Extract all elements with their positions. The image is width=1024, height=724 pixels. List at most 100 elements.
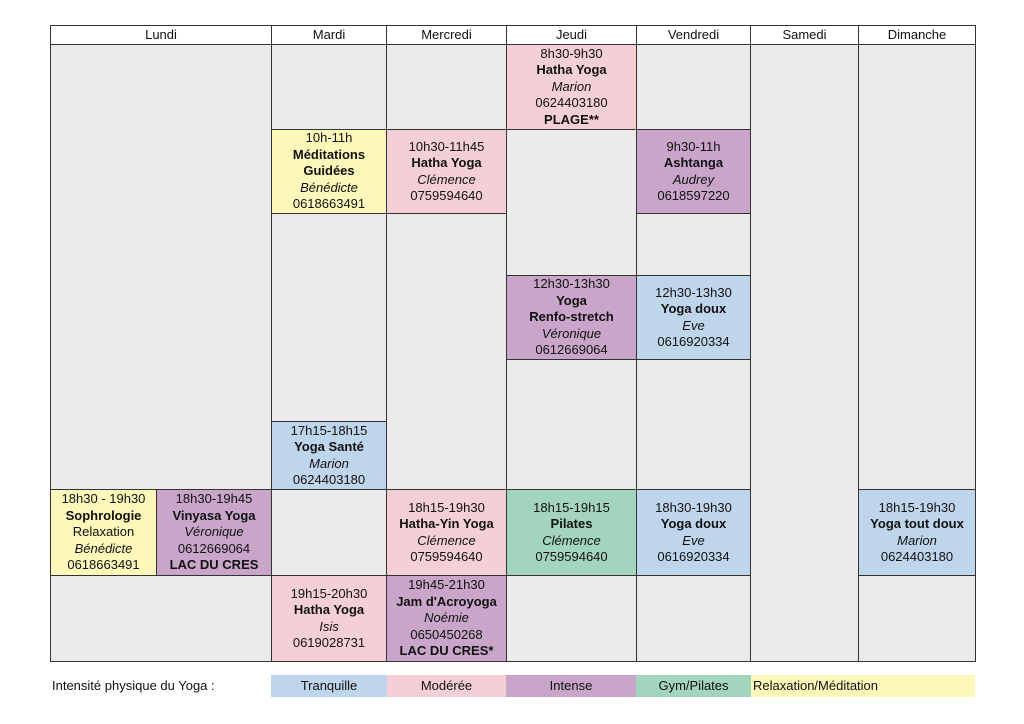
course-ven-1: 9h30-11h Ashtanga Audrey 0618597220 [636,129,751,214]
course-line: 18h15-19h30 [878,499,956,515]
empty-slot [271,44,387,130]
course-line: 18h30 - 19h30 [61,491,146,507]
course-line: 17h15-18h15 [290,422,368,438]
course-line: Clémence [417,171,476,187]
course-line: Bénédicte [300,179,358,195]
course-line: 19h45-21h30 [408,577,485,593]
course-line: Yoga Santé [294,439,364,454]
course-mer-3: 19h45-21h30 Jam d'Acroyoga Noémie 065045026… [386,575,507,662]
course-line: Sophrologie [65,507,142,523]
course-ven-2: 12h30-13h30 Yoga doux Eve 0616920334 [636,275,751,360]
course-mer-1: 10h30-11h45 Hatha Yoga Clémence 0759594640 [386,129,507,214]
course-line: PLAGE** [544,111,599,127]
legend-tranquille: Tranquille [271,675,387,697]
day-header-mercredi: Mercredi [386,25,507,45]
course-line: Jam d'Acroyoga [396,593,497,609]
course-line: Méditations [292,146,366,162]
course-line: Yoga tout doux [870,516,964,531]
course-line: Pilates [550,516,593,531]
empty-slot [506,129,637,276]
course-line: Isis [319,618,339,634]
course-line: Marion [551,78,592,94]
course-line: Eve [682,532,705,548]
course-line: 0618663491 [67,557,140,573]
empty-slot [636,44,751,130]
empty-slot [750,44,859,662]
empty-slot [636,575,751,662]
course-line: 10h-11h [305,130,353,146]
empty-slot [636,213,751,276]
course-line: 10h30-11h45 [408,138,485,154]
course-line: Véronique [184,524,244,540]
course-line: Marion [897,532,937,548]
course-line: 0759594640 [535,549,608,564]
course-line: 12h30-13h30 [533,276,610,292]
course-line: Yoga doux [660,516,727,531]
legend-moderee: Modérée [387,675,506,697]
course-line: Véronique [541,325,602,341]
course-line: Guidées [303,163,355,179]
course-line: Clémence [542,532,601,548]
day-header-dimanche: Dimanche [858,25,976,45]
legend-intense: Intense [506,675,636,697]
course-line: Audrey [672,171,715,187]
course-line: 0612669064 [177,540,251,556]
empty-slot [858,44,976,490]
course-line: 0612669064 [535,342,608,358]
course-line: Ashtanga [663,155,724,170]
course-line: Noémie [424,610,469,626]
course-line: 0650450268 [410,626,483,642]
course-mar-3: 19h15-20h30 Hatha Yoga Isis 0619028731 [271,575,387,662]
day-header-mardi: Mardi [271,25,387,45]
course-line: 0616920334 [657,549,730,564]
empty-slot [386,44,507,130]
course-line: 8h30-9h30 [540,45,603,61]
empty-slot [271,489,387,576]
course-line: Bénédicte [74,540,133,556]
course-line: 18h30-19h45 [175,491,253,507]
legend-relaxation: Relaxation/Méditation [751,675,975,697]
course-line: Vinyasa Yoga [172,507,256,523]
course-line: Eve [682,317,705,333]
course-line: 0624403180 [880,549,954,564]
empty-slot [858,575,976,662]
day-header-vendredi: Vendredi [636,25,751,45]
course-line: Hatha Yoga [411,155,482,170]
course-line: 12h30-13h30 [655,284,732,300]
course-line: 0619028731 [292,635,366,650]
course-mer-2: 18h15-19h30 Hatha-Yin Yoga Clémence 0759594… [386,489,507,576]
course-line: 0624403180 [535,95,608,111]
course-lun-1: 18h30 - 19h30 Sophrologie Relaxation Bénédi… [50,489,157,576]
course-line: 0759594640 [410,549,483,564]
legend-gym-pilates: Gym/Pilates [636,675,751,697]
course-line: 9h30-11h [666,138,721,154]
day-header-samedi: Samedi [750,25,859,45]
course-line: Hatha Yoga [536,62,607,78]
empty-slot [50,44,272,490]
course-line: 18h30-19h30 [655,499,732,515]
course-line: LAC DU CRES* [399,643,494,659]
course-line: Marion [309,455,349,471]
course-line: 0618597220 [657,188,730,203]
course-ven-3: 18h30-19h30 Yoga doux Eve 0616920334 [636,489,751,576]
course-line: Yoga doux [660,301,727,316]
course-line: Hatha-Yin Yoga [399,516,494,531]
day-header-jeudi: Jeudi [506,25,637,45]
course-lun-2: 18h30-19h45 Vinyasa Yoga Véronique 06126690… [156,489,272,576]
legend-label: Intensité physique du Yoga : [52,678,215,693]
course-line: Relaxation [72,524,135,540]
course-line: 0616920334 [657,334,730,349]
course-line: 0759594640 [410,188,483,203]
course-mar-2: 17h15-18h15 Yoga Santé Marion 0624403180 [271,421,387,490]
course-line: Yoga [556,292,587,308]
course-jeu-3: 18h15-19h15 Pilates Clémence 0759594640 [506,489,637,576]
course-jeu-2: 12h30-13h30 Yoga Renfo-stretch Véronique 061… [506,275,637,360]
empty-slot [50,575,272,662]
course-line: 19h15-20h30 [290,585,368,601]
course-line: Hatha Yoga [293,602,365,617]
empty-slot [271,213,387,422]
course-line: 0618663491 [292,196,366,212]
course-line: 18h15-19h30 [408,499,485,515]
day-header-lundi: Lundi [50,25,272,45]
